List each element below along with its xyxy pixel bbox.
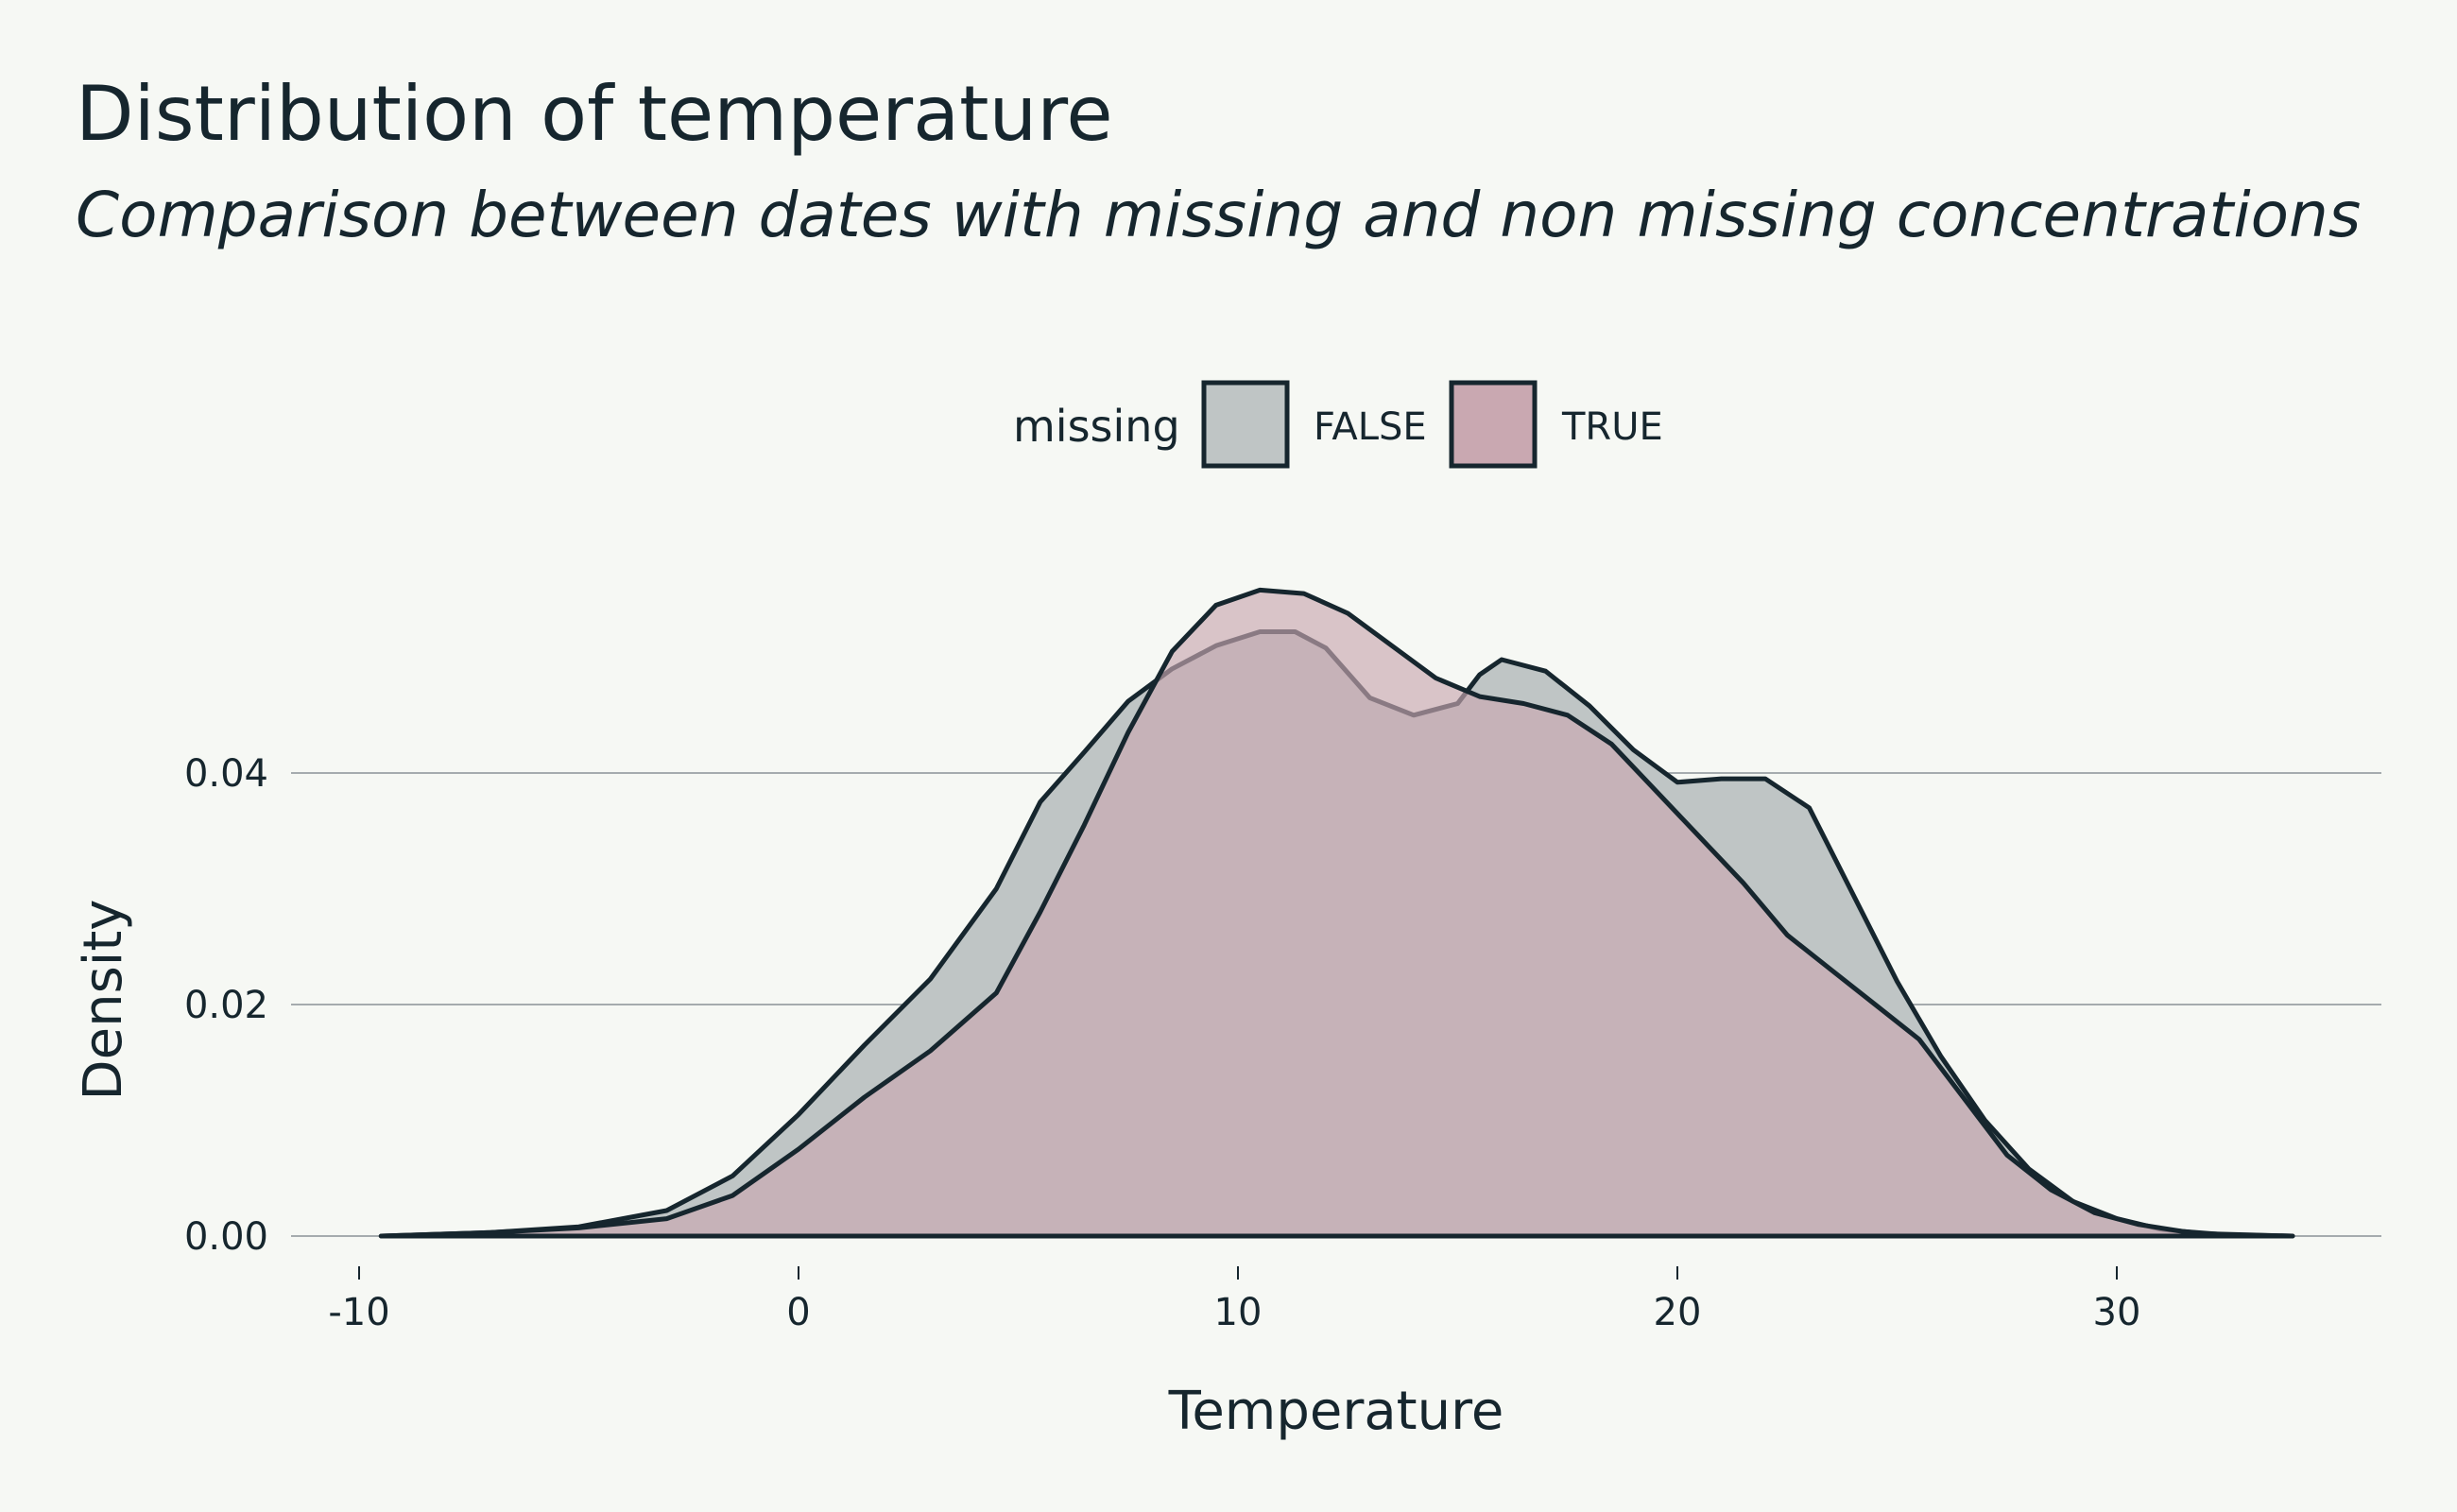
legend-swatch-true xyxy=(1449,380,1538,469)
y-tick-label: 0.02 xyxy=(184,984,268,1027)
y-axis: 0.00 0.02 0.04 xyxy=(184,752,268,1259)
y-tick-label: 0.04 xyxy=(184,752,268,796)
x-tick-label: -10 xyxy=(328,1291,389,1334)
x-tick-label: 20 xyxy=(1654,1291,1702,1334)
x-axis-title: Temperature xyxy=(1168,1381,1504,1442)
legend-title: missing xyxy=(1013,401,1180,452)
x-axis: -10 0 10 20 30 xyxy=(328,1266,2140,1334)
density-area-true xyxy=(378,587,2295,1239)
density-series xyxy=(378,587,2295,1239)
x-tick-label: 0 xyxy=(786,1291,810,1334)
y-axis-title: Density xyxy=(73,900,134,1101)
legend-label-false: FALSE xyxy=(1314,405,1427,449)
y-tick-label: 0.00 xyxy=(184,1215,268,1259)
x-tick-label: 10 xyxy=(1214,1291,1263,1334)
legend-label-true: TRUE xyxy=(1561,405,1663,449)
chart-title: Distribution of temperature xyxy=(76,70,1113,158)
legend: missing FALSE TRUE xyxy=(1013,380,1663,469)
x-tick-label: 30 xyxy=(2093,1291,2141,1334)
chart-subtitle: Comparison between dates with missing an… xyxy=(76,179,2361,251)
legend-swatch-false xyxy=(1201,380,1290,469)
